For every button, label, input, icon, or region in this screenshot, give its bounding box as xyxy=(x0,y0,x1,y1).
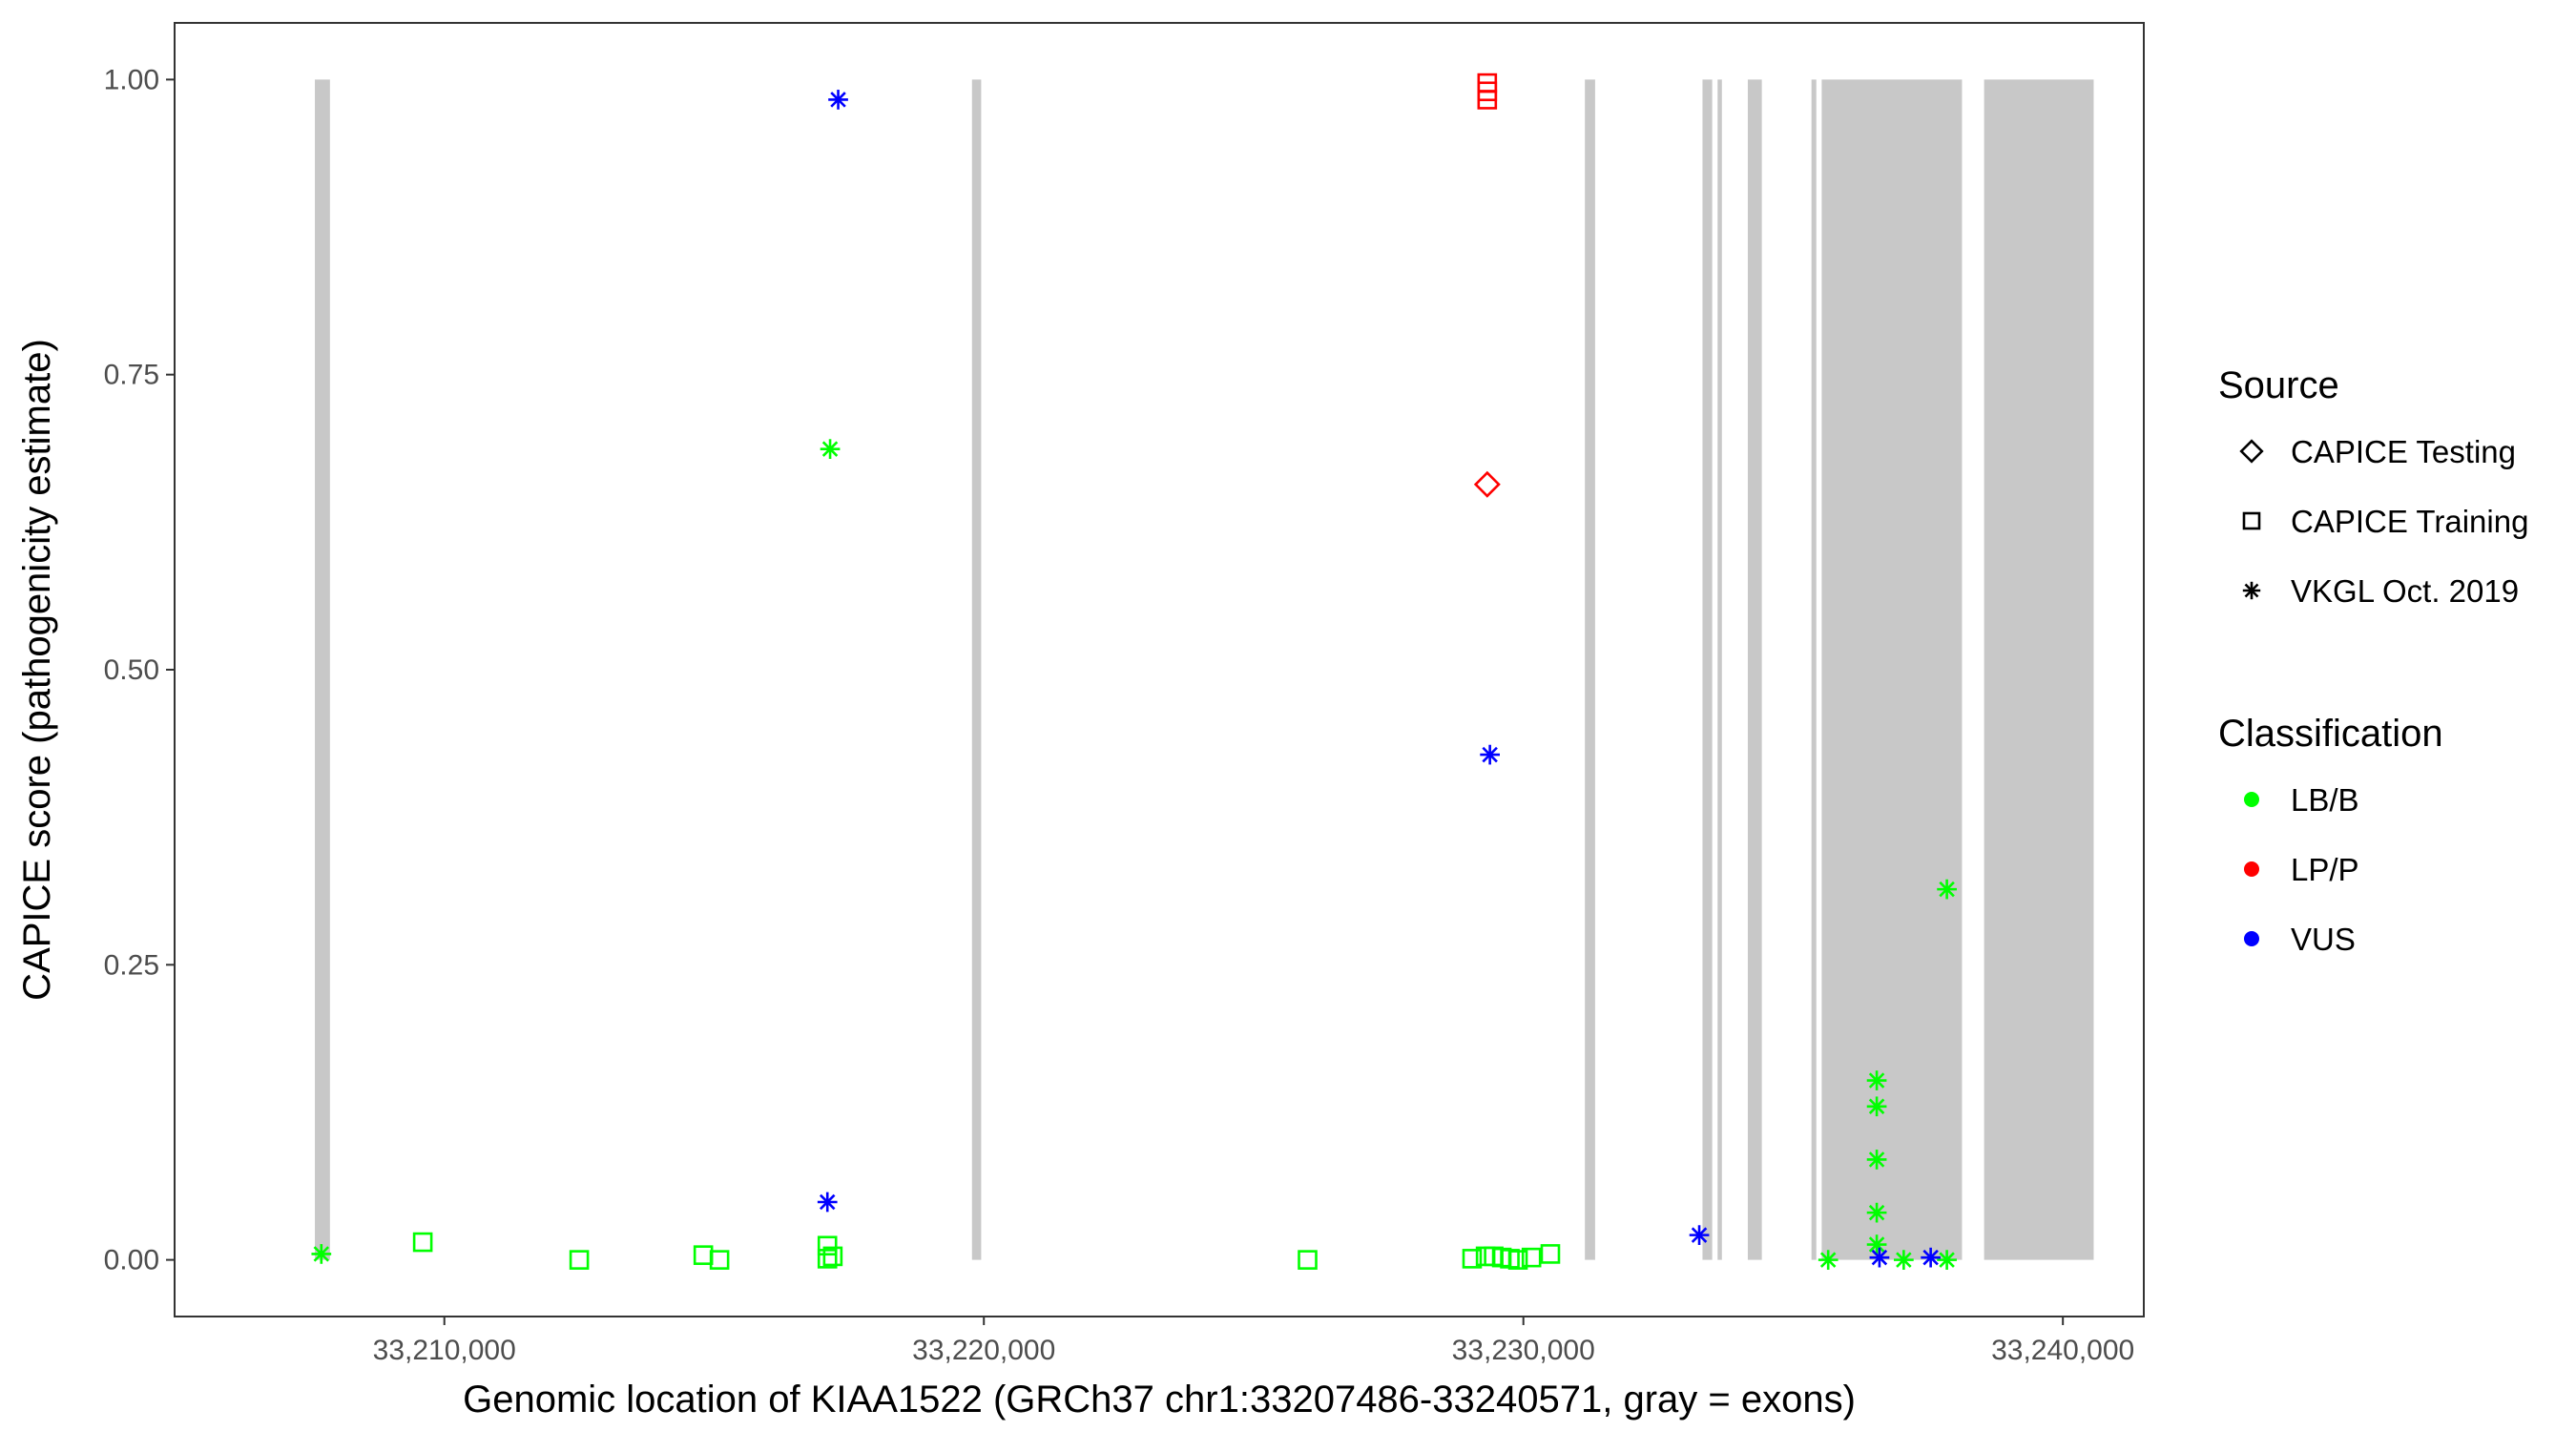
data-point-asterisk xyxy=(1866,1202,1887,1223)
data-point-square xyxy=(2242,511,2261,530)
data-point-asterisk xyxy=(1866,1070,1887,1090)
axes-layer: 0.00 0.25 0.50 0.75 1.00 33,210,000 33,220,000… xyxy=(104,64,2135,1366)
legend-label: CAPICE Training xyxy=(2291,504,2528,539)
data-point-square xyxy=(412,1232,433,1253)
x-tick-label: 33,240,000 xyxy=(1991,1335,2134,1366)
data-point-asterisk xyxy=(2242,581,2261,600)
data-point-diamond xyxy=(2239,439,2264,464)
legend-label: VKGL Oct. 2019 xyxy=(2291,573,2519,609)
y-tick-label: 0.75 xyxy=(104,360,159,391)
data-point-square xyxy=(569,1250,590,1270)
exon-band xyxy=(1821,79,1963,1260)
data-point-square xyxy=(1477,90,1498,110)
exon-band xyxy=(1702,79,1713,1260)
legend-source: Source CAPICE Testing CAPICE Training VKGL … xyxy=(2218,364,2528,609)
exon-band xyxy=(315,79,330,1260)
legend-item: CAPICE Training xyxy=(2242,504,2528,539)
data-point-square xyxy=(709,1250,730,1270)
data-point-diamond xyxy=(1473,470,1501,498)
legend-color-dot xyxy=(2244,861,2259,877)
y-axis-title: CAPICE score (pathogenicity estimate) xyxy=(16,339,58,1001)
y-tick-label: 1.00 xyxy=(104,64,159,95)
data-point-asterisk xyxy=(1818,1250,1839,1270)
legend-item: VKGL Oct. 2019 xyxy=(2242,573,2519,609)
exon-band xyxy=(1717,79,1722,1260)
data-point-square xyxy=(1521,1247,1542,1268)
legend-title: Source xyxy=(2218,364,2339,406)
legend: Source CAPICE Testing CAPICE Training VKGL … xyxy=(2218,364,2528,957)
legend-label: LB/B xyxy=(2291,782,2359,818)
data-point-asterisk xyxy=(311,1244,332,1264)
data-point-asterisk xyxy=(1480,744,1500,765)
legend-label: LP/P xyxy=(2291,852,2359,887)
data-point-asterisk xyxy=(1937,1250,1957,1270)
x-tick-label: 33,220,000 xyxy=(912,1335,1055,1366)
data-point-square xyxy=(817,1235,838,1256)
data-point-asterisk xyxy=(1937,879,1957,900)
exon-band xyxy=(971,79,982,1260)
legend-item: VUS xyxy=(2244,922,2356,957)
legend-item: LP/P xyxy=(2244,852,2359,887)
data-point-square xyxy=(822,1246,843,1267)
data-point-asterisk xyxy=(1689,1225,1710,1245)
exon-band xyxy=(1811,79,1817,1260)
data-point-asterisk xyxy=(817,1192,838,1213)
legend-item: CAPICE Testing xyxy=(2239,434,2516,469)
y-tick-label: 0.25 xyxy=(104,949,159,981)
data-point-square xyxy=(817,1249,838,1269)
exon-band xyxy=(1747,79,1762,1260)
data-point-asterisk xyxy=(1866,1150,1887,1170)
data-point-asterisk xyxy=(1866,1096,1887,1117)
x-tick-label: 33,230,000 xyxy=(1452,1335,1595,1366)
data-point-asterisk xyxy=(820,439,841,459)
legend-color-dot xyxy=(2244,792,2259,807)
legend-title: Classification xyxy=(2218,713,2443,755)
legend-label: CAPICE Testing xyxy=(2291,434,2516,469)
exon-band xyxy=(1585,79,1595,1260)
data-point-square xyxy=(1540,1244,1561,1264)
x-axis-title: Genomic location of KIAA1522 (GRCh37 chr… xyxy=(463,1379,1856,1421)
exon-band xyxy=(1984,79,2094,1260)
legend-item: LB/B xyxy=(2244,782,2359,818)
exons-layer xyxy=(315,79,2094,1260)
y-tick-label: 0.00 xyxy=(104,1245,159,1276)
legend-label: VUS xyxy=(2291,922,2356,957)
data-point-square xyxy=(1462,1249,1483,1269)
data-point-square xyxy=(1298,1250,1318,1270)
x-tick-label: 33,210,000 xyxy=(373,1335,516,1366)
data-point-asterisk xyxy=(1894,1250,1914,1270)
data-point-square xyxy=(1507,1250,1528,1270)
data-point-asterisk xyxy=(828,90,848,110)
legend-classification: Classification LB/B LP/P VUS xyxy=(2218,713,2443,957)
data-point-asterisk xyxy=(1869,1247,1890,1268)
y-tick-label: 0.50 xyxy=(104,654,159,686)
legend-color-dot xyxy=(2244,931,2259,946)
data-point-asterisk xyxy=(1866,1234,1887,1255)
points-layer xyxy=(311,73,1957,1270)
data-point-asterisk xyxy=(1921,1247,1941,1268)
